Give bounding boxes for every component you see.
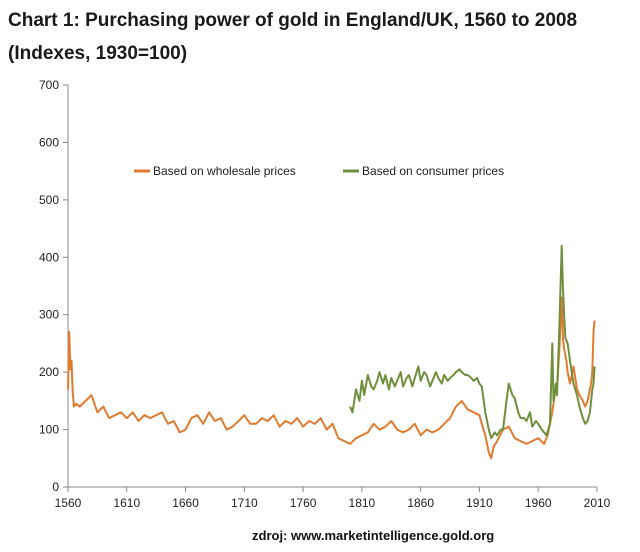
y-tick-label: 700 bbox=[39, 78, 59, 92]
x-tick-label: 1560 bbox=[55, 496, 82, 510]
source-credit: zdroj: www.marketintelligence.gold.org bbox=[252, 528, 495, 543]
x-tick-label: 2010 bbox=[584, 496, 611, 510]
chart-series bbox=[67, 244, 596, 460]
chart-legend: Based on wholesale prices Based on consum… bbox=[134, 164, 504, 178]
legend-label: Based on wholesale prices bbox=[153, 164, 296, 178]
y-tick-label: 200 bbox=[39, 365, 59, 379]
series-line-consumer bbox=[349, 244, 596, 440]
y-tick-label: 300 bbox=[39, 308, 59, 322]
x-axis-ticks: 1560 1610 1660 1710 1760 1810 1860 1910 1960 2010 bbox=[55, 487, 611, 510]
series-line-wholesale bbox=[67, 296, 596, 460]
y-tick-label: 100 bbox=[39, 423, 59, 437]
chart-axes bbox=[67, 85, 597, 488]
x-tick-label: 1610 bbox=[113, 496, 140, 510]
y-tick-label: 0 bbox=[52, 480, 59, 494]
y-tick-label: 500 bbox=[39, 193, 59, 207]
chart-title: Chart 1: Purchasing power of gold in Eng… bbox=[8, 10, 578, 64]
legend-label: Based on consumer prices bbox=[362, 164, 504, 178]
x-tick-label: 1910 bbox=[466, 496, 493, 510]
y-tick-label: 600 bbox=[39, 135, 59, 149]
x-tick-label: 1860 bbox=[407, 496, 434, 510]
x-tick-label: 1710 bbox=[231, 496, 258, 510]
y-axis-ticks: 0 100 200 300 400 500 600 700 bbox=[39, 78, 68, 494]
y-tick-label: 400 bbox=[39, 250, 59, 264]
x-tick-label: 1960 bbox=[525, 496, 552, 510]
x-tick-label: 1760 bbox=[290, 496, 317, 510]
x-tick-label: 1660 bbox=[172, 496, 199, 510]
x-tick-label: 1810 bbox=[349, 496, 376, 510]
